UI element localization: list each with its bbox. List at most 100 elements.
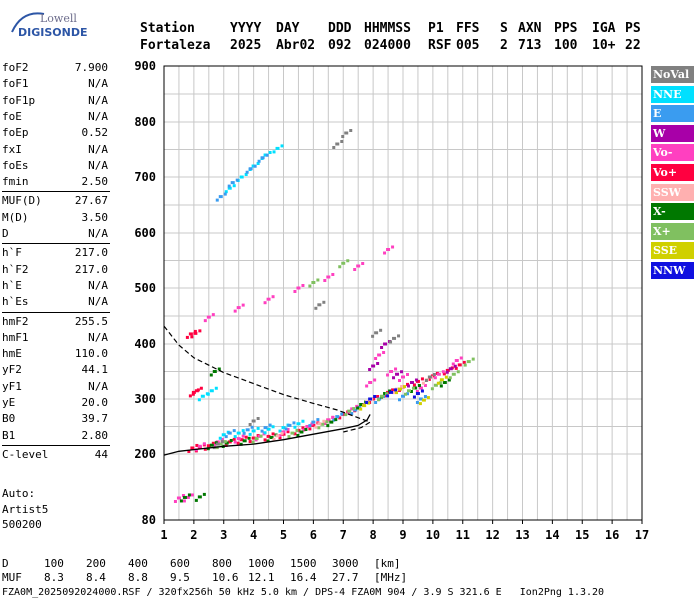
param-name: D	[2, 227, 9, 240]
param-name: foF1p	[2, 93, 36, 107]
echo-point	[347, 409, 352, 413]
x-tick-label: 13	[515, 528, 529, 542]
param-value: 217.0	[74, 262, 108, 276]
param-name: h`F2	[2, 262, 29, 276]
footer-value: 600	[170, 557, 190, 570]
header-label: S	[500, 21, 508, 36]
echo-point	[320, 422, 325, 426]
echo-point	[373, 378, 377, 382]
echo-point	[398, 387, 403, 391]
y-tick-label: 500	[134, 281, 156, 295]
param-value: N/A	[88, 278, 108, 292]
echo-point	[241, 434, 245, 438]
echo-point	[257, 434, 262, 438]
echo-point	[195, 443, 199, 447]
footer-value: 1500	[290, 557, 317, 570]
echo-point	[206, 315, 211, 319]
echo-point	[182, 499, 186, 503]
x-tick-label: 14	[545, 528, 559, 542]
echo-point	[350, 412, 354, 415]
param-name: h`Es	[2, 295, 29, 309]
legend-item: NNE	[651, 85, 694, 103]
echo-point	[338, 416, 342, 420]
echo-point	[403, 385, 407, 389]
echo-point	[239, 175, 244, 179]
param-value: N/A	[88, 227, 108, 240]
echo-point	[259, 434, 263, 438]
legend-item: NNW	[651, 261, 694, 279]
echo-point	[271, 425, 275, 429]
echo-point	[442, 381, 447, 384]
echo-point	[459, 356, 463, 360]
footer-value: 10.6	[212, 571, 239, 584]
echo-point	[202, 442, 206, 446]
echo-point	[223, 440, 227, 444]
echo-point	[326, 418, 331, 422]
echo-point	[227, 184, 231, 188]
echo-point	[317, 303, 322, 307]
echo-point	[374, 357, 378, 360]
echo-point	[373, 395, 377, 398]
echo-point	[385, 392, 389, 396]
echo-point	[391, 245, 395, 249]
echo-point	[268, 151, 272, 154]
param-row: yE 20.0	[2, 395, 108, 411]
echo-point	[218, 436, 222, 440]
echo-point	[308, 284, 312, 288]
echo-point	[248, 167, 253, 171]
echo-point	[335, 142, 340, 146]
param-row: B0 39.7	[2, 411, 108, 427]
echo-point	[365, 384, 369, 388]
echo-point	[220, 440, 224, 444]
echo-point	[368, 397, 373, 401]
echo-point	[224, 190, 228, 194]
echo-point	[265, 153, 269, 157]
footer-value: 100	[44, 557, 64, 570]
header-value: Abr02	[276, 38, 316, 53]
param-value: N/A	[88, 379, 108, 393]
echo-point	[349, 129, 353, 132]
param-row: yF1 N/A	[2, 379, 108, 395]
x-tick-label: 2	[190, 528, 197, 542]
echo-point	[423, 395, 427, 398]
echo-point	[353, 268, 357, 271]
echo-point	[411, 386, 415, 390]
echo-point	[301, 284, 305, 287]
echo-point	[403, 392, 407, 396]
y-tick-label: 900	[134, 59, 156, 73]
echo-point	[397, 334, 401, 338]
echo-point	[438, 381, 442, 385]
echo-point	[433, 383, 438, 387]
electron-density-profile	[163, 325, 372, 433]
header-value: 024000	[364, 38, 411, 53]
echo-point	[392, 376, 396, 380]
legend-item: X+	[651, 222, 694, 240]
logo-arc-icon	[11, 12, 45, 33]
x-tick-label: 7	[340, 528, 347, 542]
echo-point	[409, 381, 414, 384]
header-value: RSF	[428, 38, 452, 53]
echo-point	[304, 428, 308, 431]
echo-point	[338, 265, 342, 269]
param-value: 110.0	[74, 347, 108, 361]
echo-point	[272, 437, 276, 441]
param-value: 0.52	[81, 126, 109, 140]
param-value: 39.7	[81, 412, 109, 426]
echo-point	[447, 378, 451, 382]
echo-point	[197, 495, 202, 499]
param-name: M(D)	[2, 210, 29, 224]
echo-point	[193, 331, 198, 335]
echo-point	[454, 359, 459, 362]
echo-point	[314, 425, 318, 429]
echo-point	[181, 494, 185, 497]
echo-point	[193, 329, 197, 333]
header-label: Station	[140, 21, 195, 36]
echo-point	[182, 495, 187, 499]
param-name: foEp	[2, 126, 29, 140]
echo-point	[296, 422, 301, 426]
echo-point	[215, 442, 220, 446]
echo-point	[427, 375, 432, 379]
legend-item: NoVal	[651, 66, 694, 83]
footer-value: 27.7	[332, 571, 359, 584]
footer-value: 8.4	[86, 571, 106, 584]
